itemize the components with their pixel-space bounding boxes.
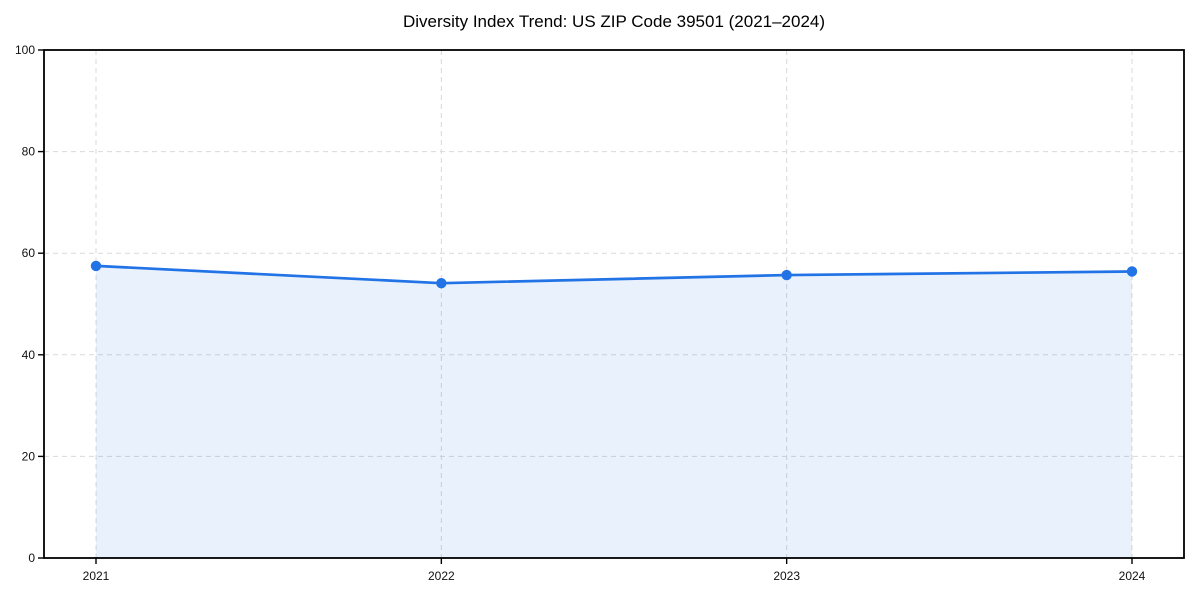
data-point-2022 [436, 277, 447, 289]
chart-title: Diversity Index Trend: US ZIP Code 39501… [402, 12, 826, 31]
axes-box [43, 49, 1185, 559]
x-tick-label: 2024 [1119, 569, 1146, 583]
data-point-2024 [1126, 266, 1138, 277]
area-fill [96, 265, 1132, 558]
y-tick-label: 100 [15, 43, 35, 57]
x-tick-label: 2022 [428, 569, 455, 583]
x-tick-label: 2021 [83, 569, 110, 583]
y-tick-label: 60 [22, 246, 36, 260]
y-tick-label: 40 [22, 348, 36, 362]
y-tick-label: 20 [22, 449, 36, 463]
data-point-2021 [90, 260, 102, 272]
x-tick-label: 2023 [773, 569, 800, 583]
data-point-2023 [781, 269, 792, 281]
trend-line [94, 264, 1134, 285]
y-tick-label: 80 [22, 145, 36, 159]
y-tick-label: 0 [28, 551, 35, 565]
